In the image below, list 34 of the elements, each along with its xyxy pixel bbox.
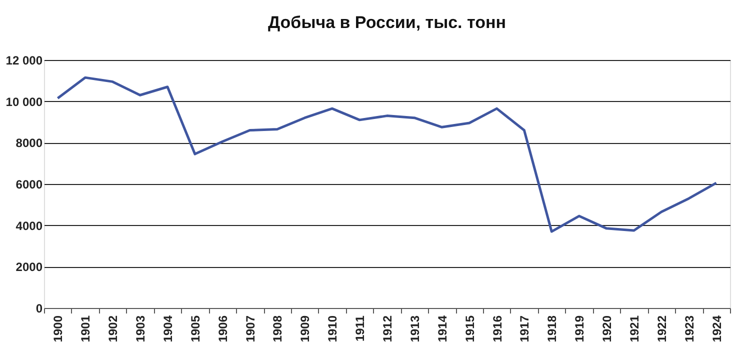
chart-title: Добыча в России, тыс. тонн <box>268 13 506 32</box>
x-tick-label: 1905 <box>188 315 202 342</box>
x-tick-label: 1902 <box>106 315 120 342</box>
x-tick-label: 1923 <box>682 315 696 342</box>
x-tick-label: 1906 <box>216 315 230 342</box>
y-tick-label: 2000 <box>16 260 43 274</box>
x-tick-label: 1915 <box>462 315 477 342</box>
x-tick-label: 1922 <box>654 315 669 342</box>
x-tick-label: 1903 <box>134 315 148 342</box>
y-tick-label: 12 000 <box>6 54 43 68</box>
x-tick-label: 1921 <box>627 315 642 342</box>
x-tick-label: 1911 <box>353 315 368 342</box>
x-tick-label: 1904 <box>160 315 175 342</box>
y-tick-label: 4000 <box>16 218 43 233</box>
x-tick-label: 1914 <box>435 315 450 342</box>
x-tick-label: 1907 <box>243 315 258 342</box>
x-tick-label: 1916 <box>490 315 504 342</box>
x-tick-label: 1908 <box>270 315 285 342</box>
line-series <box>56 76 718 233</box>
x-tick-label: 1910 <box>326 315 340 342</box>
x-tick-label: 1912 <box>380 315 394 342</box>
x-tick-label: 1924 <box>710 315 724 342</box>
y-tick-label: 8000 <box>16 136 43 150</box>
x-tick-label: 1917 <box>518 315 532 342</box>
x-tick-label: 1901 <box>78 315 93 342</box>
y-tick-label: 10 000 <box>6 94 43 109</box>
x-tick-label: 1920 <box>600 315 614 342</box>
y-tick-label: 6000 <box>16 178 43 192</box>
x-tick-label: 1900 <box>51 315 66 342</box>
x-tick-label: 1909 <box>298 315 312 342</box>
x-tick-label: 1913 <box>408 315 422 342</box>
x-tick-label: 1919 <box>572 315 587 342</box>
x-tick-label: 1918 <box>545 315 560 342</box>
y-tick-label: 0 <box>36 302 43 316</box>
